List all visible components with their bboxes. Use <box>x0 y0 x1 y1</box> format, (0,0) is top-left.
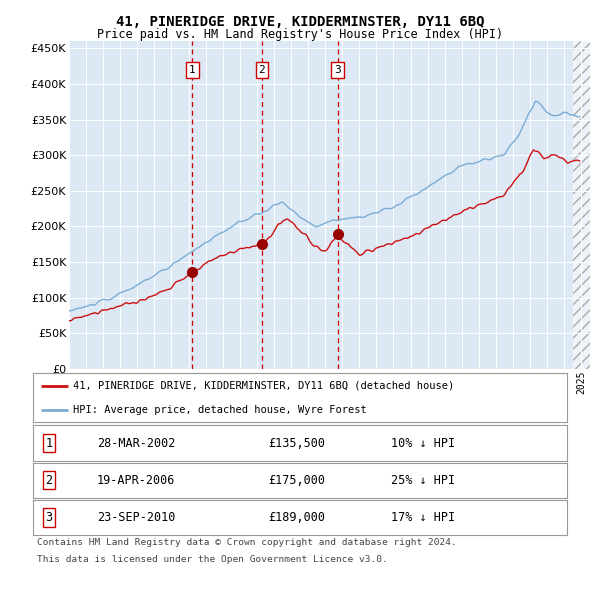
Text: Contains HM Land Registry data © Crown copyright and database right 2024.: Contains HM Land Registry data © Crown c… <box>37 538 457 547</box>
Text: £135,500: £135,500 <box>268 437 325 450</box>
Bar <box>573 41 590 369</box>
Text: 2: 2 <box>259 65 265 75</box>
Text: 2: 2 <box>46 474 53 487</box>
Bar <box>573 41 590 369</box>
Text: 28-MAR-2002: 28-MAR-2002 <box>97 437 175 450</box>
Text: Price paid vs. HM Land Registry's House Price Index (HPI): Price paid vs. HM Land Registry's House … <box>97 28 503 41</box>
Text: 10% ↓ HPI: 10% ↓ HPI <box>391 437 455 450</box>
Text: 41, PINERIDGE DRIVE, KIDDERMINSTER, DY11 6BQ: 41, PINERIDGE DRIVE, KIDDERMINSTER, DY11… <box>116 15 484 30</box>
Text: 23-SEP-2010: 23-SEP-2010 <box>97 511 175 524</box>
Text: 3: 3 <box>334 65 341 75</box>
Text: £175,000: £175,000 <box>268 474 325 487</box>
Text: 19-APR-2006: 19-APR-2006 <box>97 474 175 487</box>
Text: This data is licensed under the Open Government Licence v3.0.: This data is licensed under the Open Gov… <box>37 555 388 563</box>
Text: 41, PINERIDGE DRIVE, KIDDERMINSTER, DY11 6BQ (detached house): 41, PINERIDGE DRIVE, KIDDERMINSTER, DY11… <box>73 381 454 391</box>
Text: 1: 1 <box>46 437 53 450</box>
Text: 17% ↓ HPI: 17% ↓ HPI <box>391 511 455 524</box>
Text: £189,000: £189,000 <box>268 511 325 524</box>
Text: 25% ↓ HPI: 25% ↓ HPI <box>391 474 455 487</box>
Text: 1: 1 <box>189 65 196 75</box>
Text: 3: 3 <box>46 511 53 524</box>
Text: HPI: Average price, detached house, Wyre Forest: HPI: Average price, detached house, Wyre… <box>73 405 367 415</box>
